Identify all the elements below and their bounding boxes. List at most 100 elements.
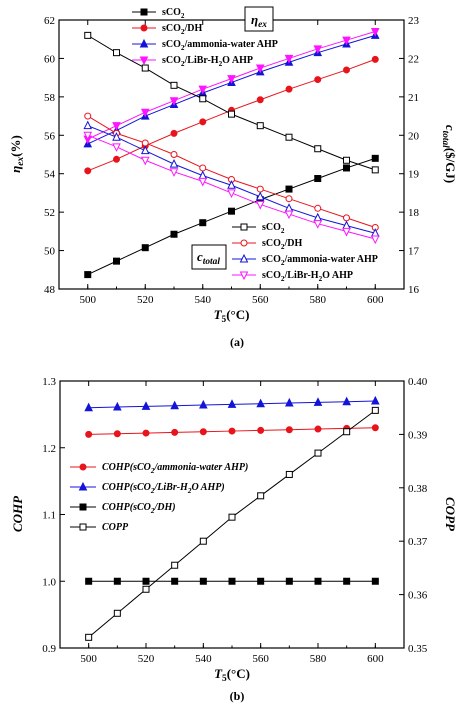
panel-a-ytick-left-label: 62 [44, 15, 55, 27]
panel-b-series-3 [85, 406, 379, 641]
panel-a-xtick-label: 600 [367, 294, 384, 306]
panel-a-data-point [285, 195, 293, 203]
panel-a-data-point [169, 168, 179, 177]
panel-b-series-2 [85, 577, 379, 585]
panel-a-data-point [343, 66, 350, 74]
panel-b-data-point [199, 577, 207, 585]
panel-a-ytick-left-label: 58 [44, 92, 56, 104]
panel-b-data-point [371, 406, 379, 414]
panel-a-data-point [227, 189, 236, 199]
panel-b-data-point [257, 492, 265, 500]
panel-b-data-point [228, 513, 236, 521]
panel-a-data-point [284, 54, 294, 64]
panel-a-data-point [112, 132, 121, 141]
panel-a-ytick-right-label: 23 [408, 15, 420, 27]
panel-a-data-point [141, 139, 149, 147]
panel-b-data-point [171, 428, 179, 436]
panel-b-data-point [141, 401, 151, 410]
panel-b-data-point [257, 426, 265, 434]
panel-a-data-point [370, 235, 380, 245]
panel-a-annotation-box-c [191, 244, 227, 270]
panel-a-data-point [343, 214, 350, 222]
panel-a-top-legend-marker [139, 56, 149, 66]
panel-a-data-point [284, 210, 294, 220]
panel-a-data-point [342, 36, 351, 46]
panel-b-data-point [257, 577, 265, 585]
panel-a-xtick-label: 540 [195, 294, 212, 306]
panel-b-data-point [142, 577, 150, 585]
panel-a-bottom-legend-label-2: sCO2/ammonia-water AHP [262, 254, 378, 267]
panel-b-ytick-right-label: 0.38 [408, 483, 428, 495]
panel-b-data-point [113, 430, 121, 438]
panel-a-data-point [84, 271, 92, 279]
panel-a-data-point [285, 85, 293, 93]
panel-b-legend-marker [78, 481, 88, 491]
panel-b-xtick-label: 520 [138, 653, 155, 665]
panel-a-data-point [112, 122, 121, 131]
panel-a-data-point [285, 185, 293, 193]
panel-a-ytick-left-label: 60 [44, 53, 56, 65]
panel-a-series-6 [83, 120, 380, 237]
panel-b-ytick-right-label: 0.37 [408, 536, 428, 548]
panel-b-data-point [199, 428, 207, 436]
panel-a-top-legend-label-1: sCO2/DH [162, 23, 203, 36]
panel-b-data-point [314, 449, 322, 457]
panel-b-x-axis-title: T5(°C) [214, 666, 250, 684]
panel-a-data-point [314, 204, 322, 212]
panel-a-xtick-label: 560 [252, 294, 269, 306]
panel-a-data-point [285, 133, 293, 141]
panel-a-bottom-legend-label-1: sCO2/DH [262, 238, 303, 251]
panel-b-data-point [285, 470, 293, 478]
panel-b-ytick-right-label: 0.39 [408, 429, 428, 441]
panel-a-data-point [256, 122, 264, 130]
panel-a-top-legend-label-3: sCO2/LiBr-H2O AHP [162, 55, 253, 68]
panel-b-data-point [314, 577, 322, 585]
panel-a-ytick-right-label: 22 [408, 53, 419, 65]
panel-b-xtick-label: 500 [80, 653, 97, 665]
panel-a-top-legend-marker [140, 24, 148, 32]
panel-a-series-4 [84, 31, 379, 174]
panel-a-xtick-label: 500 [80, 294, 97, 306]
panel-a-top-legend-marker [140, 8, 148, 16]
panel-b-series-1 [84, 395, 380, 412]
panel-b-data-point [343, 577, 351, 585]
panel-a-data-point [140, 145, 150, 155]
panel-b-ytick-left-label: 0.9 [42, 643, 56, 655]
panel-a-data-point [170, 129, 178, 137]
panel-b-y-left-title: COHP [10, 495, 25, 532]
panel-a-data-point [227, 180, 236, 189]
panel-a-bottom-legend-label-3: sCO2/LiBr-H2O AHP [262, 270, 353, 283]
panel-b-data-point [342, 396, 351, 406]
panel-a-bottom-legend-marker [240, 223, 248, 231]
panel-a-data-point [343, 164, 350, 172]
panel-a-bottom-legend-marker [240, 239, 248, 247]
panel-a-data-point [199, 118, 207, 126]
panel-b-legend-label-3: COPP [102, 522, 129, 533]
panel-a-data-point [199, 219, 207, 227]
panel-b-data-point [371, 577, 379, 585]
panel-a-ytick-right-label: 16 [408, 284, 420, 296]
panel-b-legend-label-2: COHP(sCO2/DH) [102, 502, 176, 515]
panel-b-data-point [171, 577, 179, 585]
panel-b-data-point [142, 429, 150, 437]
panel-a-ytick-left-label: 56 [44, 130, 56, 142]
panel-a-data-point [255, 191, 265, 201]
panel-b-data-point [343, 428, 351, 436]
panel-b-data-point [285, 577, 293, 585]
panel-a-ytick-right-label: 21 [408, 92, 419, 104]
panel-b-ytick-right-label: 0.36 [408, 590, 428, 602]
panel-b-data-point [313, 397, 323, 406]
panel-a-data-point [113, 257, 120, 265]
panel-a-data-point [140, 108, 150, 118]
panel-b-data-point [85, 633, 93, 641]
panel-b-xtick-label: 540 [195, 653, 212, 665]
panel-b-xtick-label: 580 [310, 653, 327, 665]
panel-b-legend-marker [79, 503, 87, 511]
panel-b-data-point [142, 585, 150, 593]
panel-b-data-point [85, 577, 93, 585]
panel-a-data-point [113, 155, 120, 163]
panel-a-data-point [371, 55, 379, 63]
panel-b-data-point [113, 577, 121, 585]
panel-a-xtick-label: 580 [310, 294, 327, 306]
panel-b-chart: 500 520 540 560 580 600 0.9 1.0 1.1 1.2 1.3 0.35 0.3… [10, 376, 458, 684]
